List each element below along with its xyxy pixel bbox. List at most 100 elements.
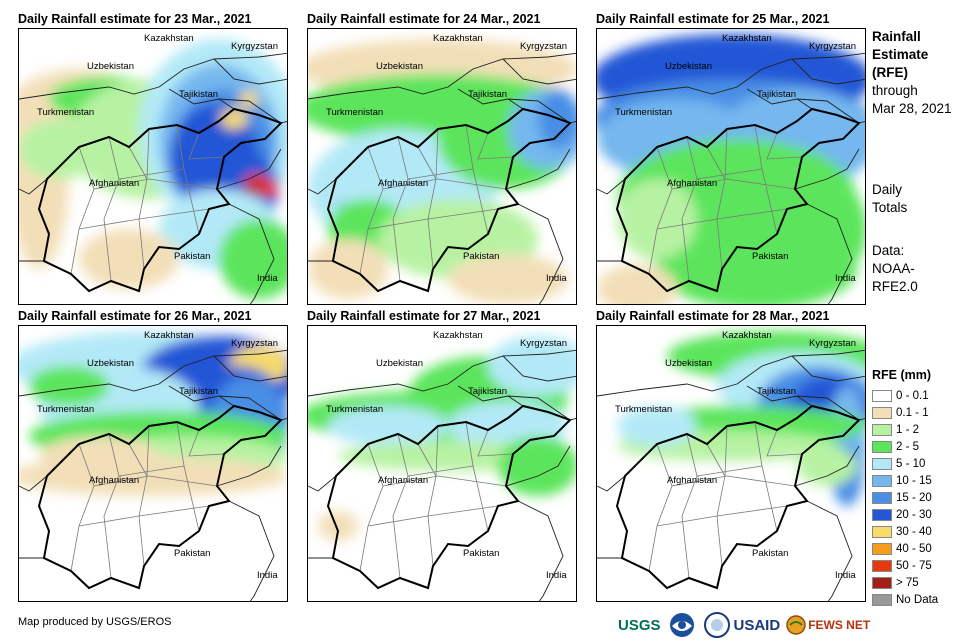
legend-item: 50 - 75 — [872, 557, 938, 574]
rain-area — [79, 229, 179, 289]
rain-area — [246, 183, 262, 195]
province-border — [417, 146, 437, 180]
country-label-tajikistan: Tajikistan — [179, 386, 218, 397]
rainfall-map-svg: Kazakhstan Kyrgyzstan Uzbekistan Tajikistan… — [19, 330, 287, 601]
legend-item: 30 - 40 — [872, 523, 938, 540]
province-border — [188, 132, 225, 160]
province-border — [671, 475, 796, 487]
data-line2: NOAA- — [872, 261, 915, 276]
country-border — [19, 178, 48, 195]
province-border — [70, 146, 95, 275]
province-border — [78, 505, 210, 527]
usgs-logo: USGS — [618, 616, 661, 634]
country-border — [502, 58, 576, 85]
province-border — [138, 128, 150, 270]
panel-title-4: Daily Rainfall estimate for 26 Mar., 202… — [18, 309, 252, 323]
legend-swatch — [872, 576, 892, 589]
data-source-note: Data: NOAA- RFE2.0 — [872, 242, 918, 296]
country-border — [597, 383, 738, 397]
legend-swatch — [872, 593, 892, 606]
country-label-turkmenistan: Turkmenistan — [326, 107, 383, 118]
rain-area — [617, 179, 697, 259]
province-border — [427, 425, 439, 567]
province-border — [392, 136, 409, 282]
province-border — [392, 433, 409, 579]
legend-item: No Data — [872, 591, 938, 608]
legend-item: 2 - 5 — [872, 438, 938, 455]
side-title-line2: Estimate — [872, 47, 929, 62]
country-label-tajikistan: Tajikistan — [757, 89, 796, 100]
legend-label: 1 - 2 — [896, 423, 920, 436]
province-border — [696, 168, 763, 180]
legend-swatch — [872, 474, 892, 487]
rainfall-map-svg: Kazakhstan Kyrgyzstan Uzbekistan Tajikistan… — [19, 33, 287, 304]
afghanistan-border — [326, 107, 572, 293]
rfe-legend: RFE (mm) 0 - 0.1 0.1 - 1 1 - 2 2 - 5 5 - 10 1… — [872, 368, 938, 608]
legend-item: 0 - 0.1 — [872, 387, 938, 404]
province-border — [128, 443, 148, 477]
panel-title-3: Daily Rainfall estimate for 25 Mar., 202… — [596, 12, 830, 26]
country-border — [308, 86, 449, 100]
rainfall-field — [19, 39, 287, 299]
country-label-pakistan: Pakistan — [463, 251, 499, 262]
country-label-turkmenistan: Turkmenistan — [37, 404, 94, 415]
province-border — [78, 208, 210, 230]
province-border — [706, 443, 726, 477]
data-line3: RFE2.0 — [872, 279, 918, 294]
province-border — [696, 465, 763, 477]
country-border — [502, 355, 576, 382]
country-label-uzbekistan: Uzbekistan — [87, 358, 134, 369]
province-border — [367, 208, 499, 230]
country-label-tajikistan: Tajikistan — [179, 89, 218, 100]
legend-label: 0 - 0.1 — [896, 389, 929, 402]
country-border — [791, 355, 865, 382]
country-border — [505, 148, 571, 190]
country-label-pakistan: Pakistan — [752, 548, 788, 559]
rainfall-map-3: Kazakhstan Kyrgyzstan Uzbekistan Tajikistan… — [596, 28, 866, 305]
province-border — [681, 136, 698, 282]
country-border — [308, 475, 337, 492]
country-label-turkmenistan: Turkmenistan — [326, 404, 383, 415]
country-border — [216, 445, 282, 487]
province-border — [766, 132, 803, 160]
province-border — [766, 429, 803, 457]
country-border — [168, 88, 235, 110]
legend-item: 10 - 15 — [872, 472, 938, 489]
country-border — [597, 178, 626, 195]
rain-area — [239, 91, 259, 107]
country-border — [507, 395, 571, 421]
legend-label: No Data — [896, 593, 939, 606]
country-label-kyrgyzstan: Kyrgyzstan — [520, 338, 567, 349]
country-label-uzbekistan: Uzbekistan — [87, 61, 134, 72]
province-border — [656, 208, 788, 230]
side-title-line3: (RFE) — [872, 65, 908, 80]
rainfall-field — [617, 331, 865, 506]
legend-item: 40 - 50 — [872, 540, 938, 557]
daily-totals-note: Daily Totals — [872, 181, 907, 217]
partner-logos: USGS USAID FEWS NET — [618, 610, 870, 640]
province-border — [188, 429, 225, 457]
side-title-line1: Rainfall — [872, 29, 921, 44]
afghanistan-border — [37, 404, 283, 590]
province-border — [716, 425, 728, 567]
country-label-pakistan: Pakistan — [752, 251, 788, 262]
country-label-turkmenistan: Turkmenistan — [615, 404, 672, 415]
side-through: through — [872, 83, 918, 98]
daily-line1: Daily — [872, 182, 903, 197]
country-label-afghanistan: Afghanistan — [378, 178, 428, 189]
rainfall-map-svg: Kazakhstan Kyrgyzstan Uzbekistan Tajikistan… — [597, 33, 865, 304]
country-border — [216, 148, 282, 190]
panel-title-5: Daily Rainfall estimate for 27 Mar., 202… — [307, 309, 541, 323]
country-label-afghanistan: Afghanistan — [667, 178, 717, 189]
rainfall-field — [597, 34, 865, 304]
legend-item: 1 - 2 — [872, 421, 938, 438]
legend-label: > 75 — [896, 576, 919, 589]
country-border — [457, 88, 524, 110]
country-border — [505, 445, 571, 487]
rain-area — [259, 181, 279, 197]
country-label-kyrgyzstan: Kyrgyzstan — [809, 41, 856, 52]
country-label-india: India — [257, 273, 278, 284]
rain-area — [448, 254, 568, 304]
country-border — [213, 58, 287, 85]
legend-swatch — [872, 542, 892, 555]
